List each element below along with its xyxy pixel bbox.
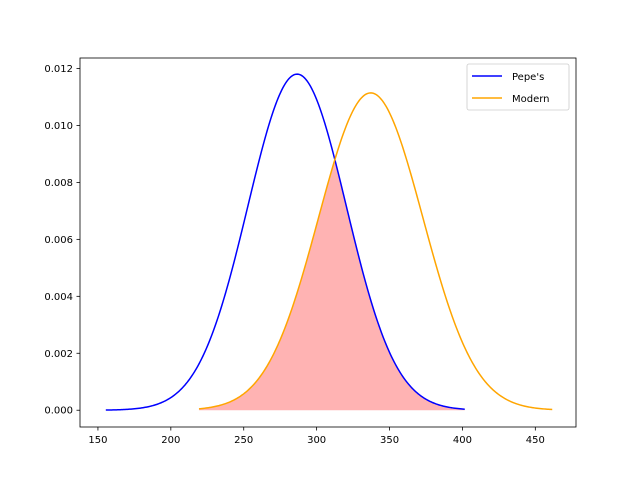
y-tick-label: 0.000 (44, 406, 73, 417)
axes-frame (79, 57, 577, 428)
legend: Pepe's Modern (466, 63, 570, 111)
legend-label-pepes: Pepe's (512, 72, 544, 83)
x-tick-label: 150 (88, 435, 107, 446)
y-tick-label: 0.012 (44, 64, 73, 75)
series-line-modern (198, 92, 553, 411)
x-tick-label: 350 (380, 435, 399, 446)
x-axis: 150 200 250 300 350 400 450 (88, 427, 545, 446)
overlap-fill (198, 160, 465, 411)
x-tick-label: 200 (161, 435, 180, 446)
x-tick-label: 300 (307, 435, 326, 446)
legend-label-modern: Modern (512, 94, 550, 105)
x-tick-label: 250 (234, 435, 253, 446)
plot-area (105, 73, 553, 411)
series-line-pepes (105, 73, 465, 411)
y-tick-label: 0.008 (44, 178, 73, 189)
y-axis: 0.000 0.002 0.004 0.006 0.008 0.010 0.012 (44, 64, 80, 417)
x-tick-label: 450 (526, 435, 545, 446)
y-tick-label: 0.010 (44, 121, 73, 132)
y-tick-label: 0.004 (44, 292, 73, 303)
y-tick-label: 0.002 (44, 349, 73, 360)
x-tick-label: 400 (453, 435, 472, 446)
y-tick-label: 0.006 (44, 235, 73, 246)
